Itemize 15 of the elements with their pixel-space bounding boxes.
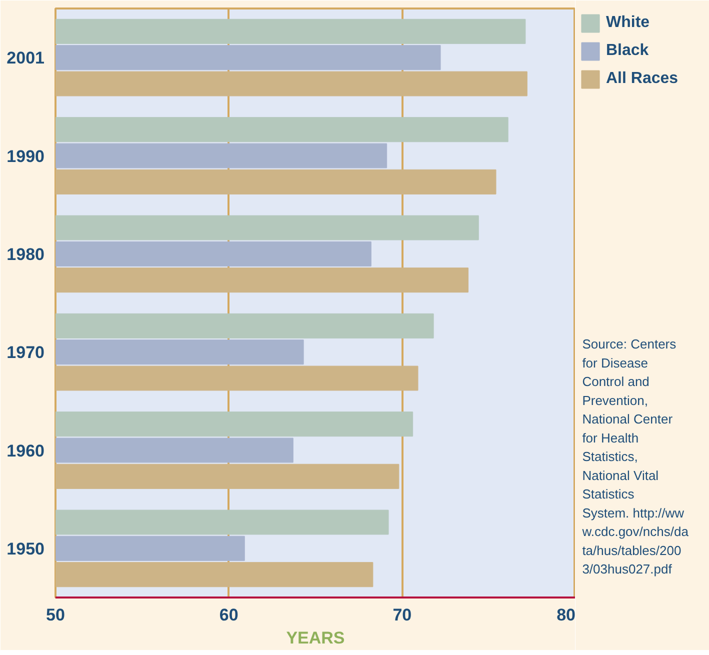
x-tick-label: 80 [556, 606, 576, 624]
y-tick-label: 2001 [6, 48, 45, 68]
legend-label: Black [606, 42, 649, 60]
legend-label: All Races [606, 70, 678, 88]
y-tick-label: 1970 [6, 343, 45, 362]
x-axis-title: YEARS [286, 628, 345, 648]
x-tick-label: 50 [46, 606, 65, 624]
x-tick-label: 70 [392, 606, 412, 624]
x-tick-label: 60 [219, 606, 238, 624]
y-tick-label: 1980 [6, 244, 45, 264]
y-tick-label: 1960 [6, 441, 45, 460]
y-tick-label: 1950 [6, 539, 45, 558]
y-tick-label: 1990 [6, 146, 45, 166]
text: Source: Centers for Disease Control and Prevention, National Center for Health Statistics, National Vital Statistics System. http://www.cdc.gov/nchs/data/hus/tables/2003/03hus027.pdf [582, 336, 688, 577]
legend-label: White [606, 14, 650, 32]
